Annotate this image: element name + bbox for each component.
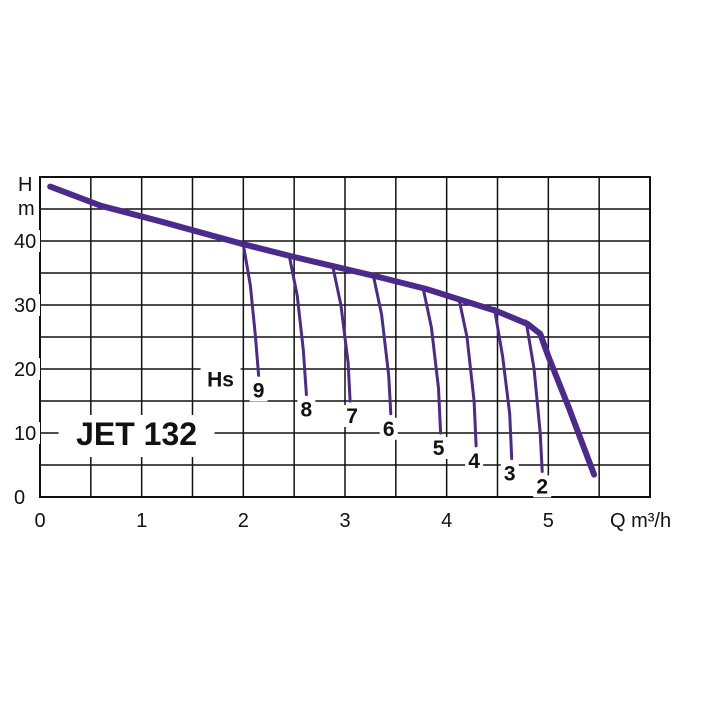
hs-label-bg bbox=[429, 437, 448, 459]
hs-label-2: 2 bbox=[536, 475, 548, 498]
y-axis-title-bg bbox=[12, 169, 34, 217]
hs-curve-3 bbox=[492, 306, 514, 461]
hs-label-bg bbox=[297, 398, 316, 421]
y-axis-title-line1: H bbox=[18, 174, 32, 196]
hs-label-bg bbox=[249, 379, 268, 402]
x-tick-label: 1 bbox=[136, 510, 147, 532]
x-tick-label: 5 bbox=[543, 510, 554, 532]
y-tick-bg bbox=[12, 422, 40, 444]
hs-label-bg bbox=[200, 366, 241, 391]
y-tick-label: 20 bbox=[14, 359, 36, 381]
hs-curve-7 bbox=[331, 265, 352, 403]
hs-curve-2 bbox=[524, 319, 544, 473]
x-axis-title: Q m³/h bbox=[610, 510, 671, 532]
hs-label-3: 3 bbox=[504, 463, 516, 486]
hs-label-bg bbox=[379, 417, 398, 440]
y-axis-title-line2: m bbox=[18, 198, 35, 220]
hs-label-9: 9 bbox=[253, 379, 265, 402]
y-tick-label: 10 bbox=[14, 423, 36, 445]
hs-label-bg bbox=[500, 462, 519, 485]
curve-layer bbox=[47, 183, 598, 478]
hs-label-5: 5 bbox=[433, 437, 445, 460]
x-tick-label: 2 bbox=[238, 510, 249, 532]
hs-curve-9 bbox=[241, 242, 261, 377]
y-tick-bg bbox=[12, 486, 28, 508]
y-tick-bg bbox=[12, 230, 40, 252]
x-tick-label: 4 bbox=[441, 510, 452, 532]
hs-curve-8 bbox=[287, 253, 308, 397]
y-tick-label: 40 bbox=[14, 231, 36, 253]
hs-label-bg bbox=[533, 475, 552, 498]
y-tick-bg bbox=[12, 294, 40, 316]
hs-label-bg bbox=[343, 405, 362, 427]
x-tick-label: 3 bbox=[339, 510, 350, 532]
hs-curve-6 bbox=[372, 274, 393, 416]
main-pump-curve bbox=[47, 183, 598, 478]
hs-title: Hs bbox=[207, 368, 234, 391]
hs-label-6: 6 bbox=[383, 418, 395, 441]
model-title: JET 132 bbox=[76, 416, 197, 452]
y-tick-label: 0 bbox=[14, 487, 25, 509]
hs-curve-4 bbox=[457, 297, 478, 448]
y-tick-label: 30 bbox=[14, 295, 36, 317]
y-tick-bg bbox=[12, 358, 40, 380]
hs-label-4: 4 bbox=[468, 450, 480, 473]
hs-label-8: 8 bbox=[301, 399, 313, 422]
hs-label-bg bbox=[465, 449, 484, 472]
plot-frame bbox=[39, 176, 651, 498]
hs-curve-5 bbox=[421, 287, 443, 435]
x-tick-label: 0 bbox=[34, 510, 45, 532]
model-title-bg bbox=[58, 415, 215, 457]
hs-label-7: 7 bbox=[346, 405, 358, 428]
